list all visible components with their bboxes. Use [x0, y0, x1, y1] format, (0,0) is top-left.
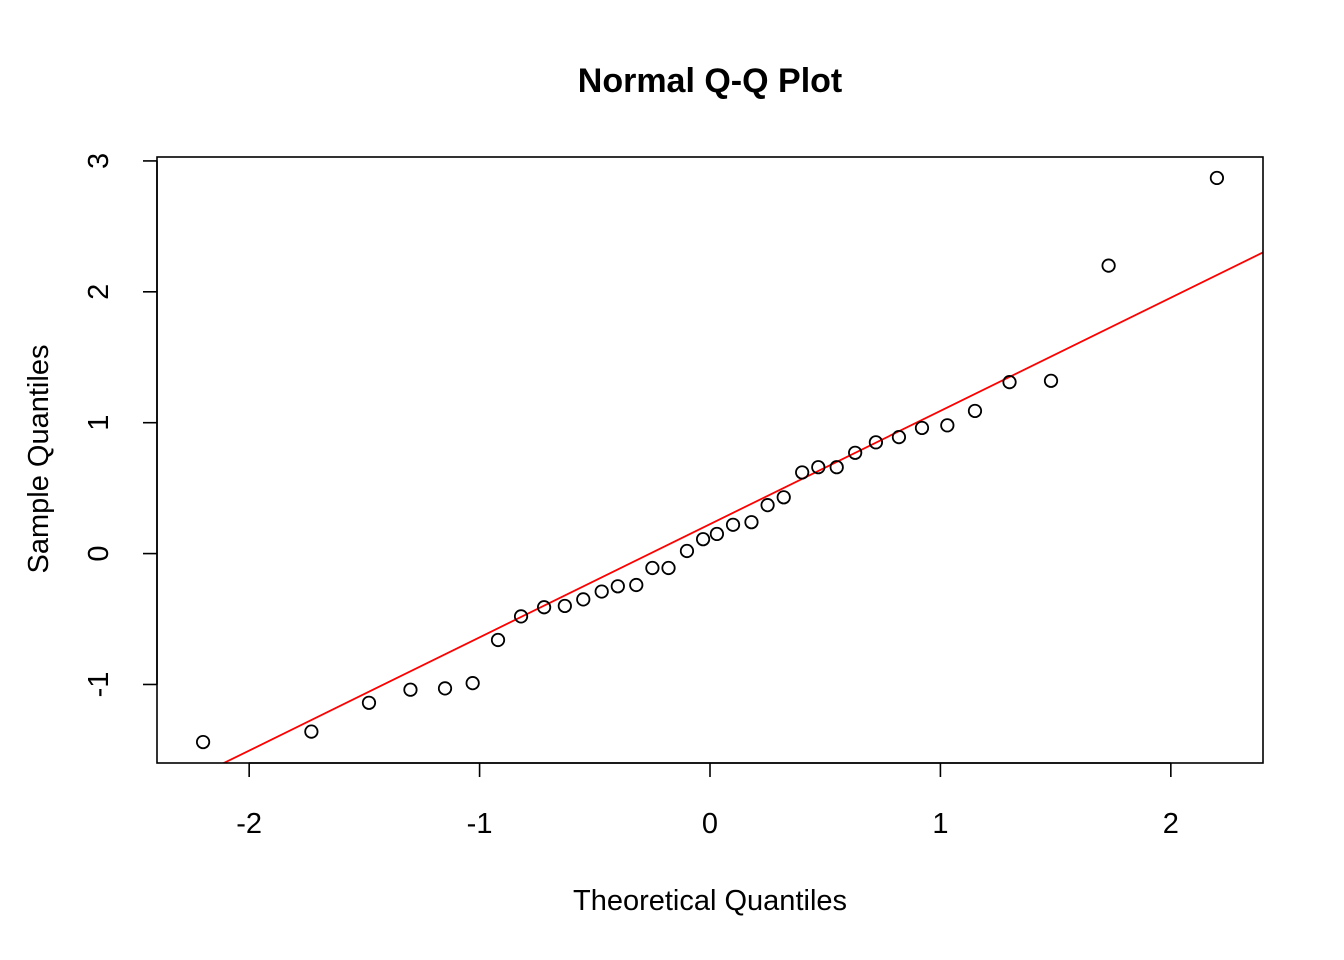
data-point — [679, 543, 695, 559]
data-point — [1002, 375, 1017, 390]
data-point — [513, 609, 529, 624]
data-point — [1209, 170, 1225, 186]
data-point — [967, 403, 983, 419]
y-axis: -1 0 1 2 3 — [83, 153, 158, 698]
data-point — [536, 600, 552, 615]
data-point — [829, 460, 844, 475]
y-tick-label: 0 — [83, 546, 115, 562]
data-point — [557, 598, 572, 614]
data-point — [437, 681, 453, 696]
data-point — [1043, 373, 1059, 388]
data-point — [629, 577, 644, 593]
data-point — [645, 560, 660, 576]
x-tick-label: 1 — [932, 808, 948, 840]
points-layer — [195, 170, 1225, 750]
data-point — [304, 724, 319, 739]
data-point — [361, 695, 377, 710]
data-point — [576, 592, 591, 607]
reference-line-layer — [221, 251, 1263, 763]
data-point — [891, 429, 907, 445]
y-tick-label: 2 — [83, 284, 115, 300]
data-point — [914, 420, 930, 436]
x-tick-label: 0 — [702, 808, 718, 840]
data-point — [195, 734, 211, 750]
x-tick-label: -1 — [467, 808, 493, 840]
plot-area-frame — [156, 156, 1264, 764]
data-point — [1101, 258, 1116, 273]
data-point — [744, 515, 759, 530]
data-point — [940, 418, 955, 433]
data-point — [868, 435, 884, 450]
data-point — [709, 526, 725, 542]
data-point — [795, 465, 810, 480]
y-axis-label: Sample Quantiles — [23, 345, 55, 574]
data-point — [848, 445, 863, 460]
data-point — [661, 560, 676, 576]
x-axis: -2 -1 0 1 2 — [236, 762, 1179, 840]
chart-title: Normal Q-Q Plot — [578, 62, 842, 100]
data-point — [725, 517, 741, 532]
data-point — [760, 498, 775, 513]
y-tick-label: -1 — [83, 672, 115, 698]
data-point — [610, 579, 625, 594]
data-point — [403, 682, 418, 697]
qq-reference-line — [221, 251, 1263, 763]
y-tick-label: 1 — [83, 415, 115, 431]
data-point — [695, 532, 711, 547]
data-point — [811, 460, 826, 475]
data-point — [490, 632, 506, 648]
x-tick-label: -2 — [236, 808, 262, 840]
x-tick-label: 2 — [1163, 808, 1179, 840]
data-point — [776, 490, 791, 505]
data-point — [465, 676, 480, 691]
y-tick-label: 3 — [83, 153, 115, 169]
data-point — [594, 584, 609, 599]
x-axis-label: Theoretical Quantiles — [573, 885, 847, 917]
